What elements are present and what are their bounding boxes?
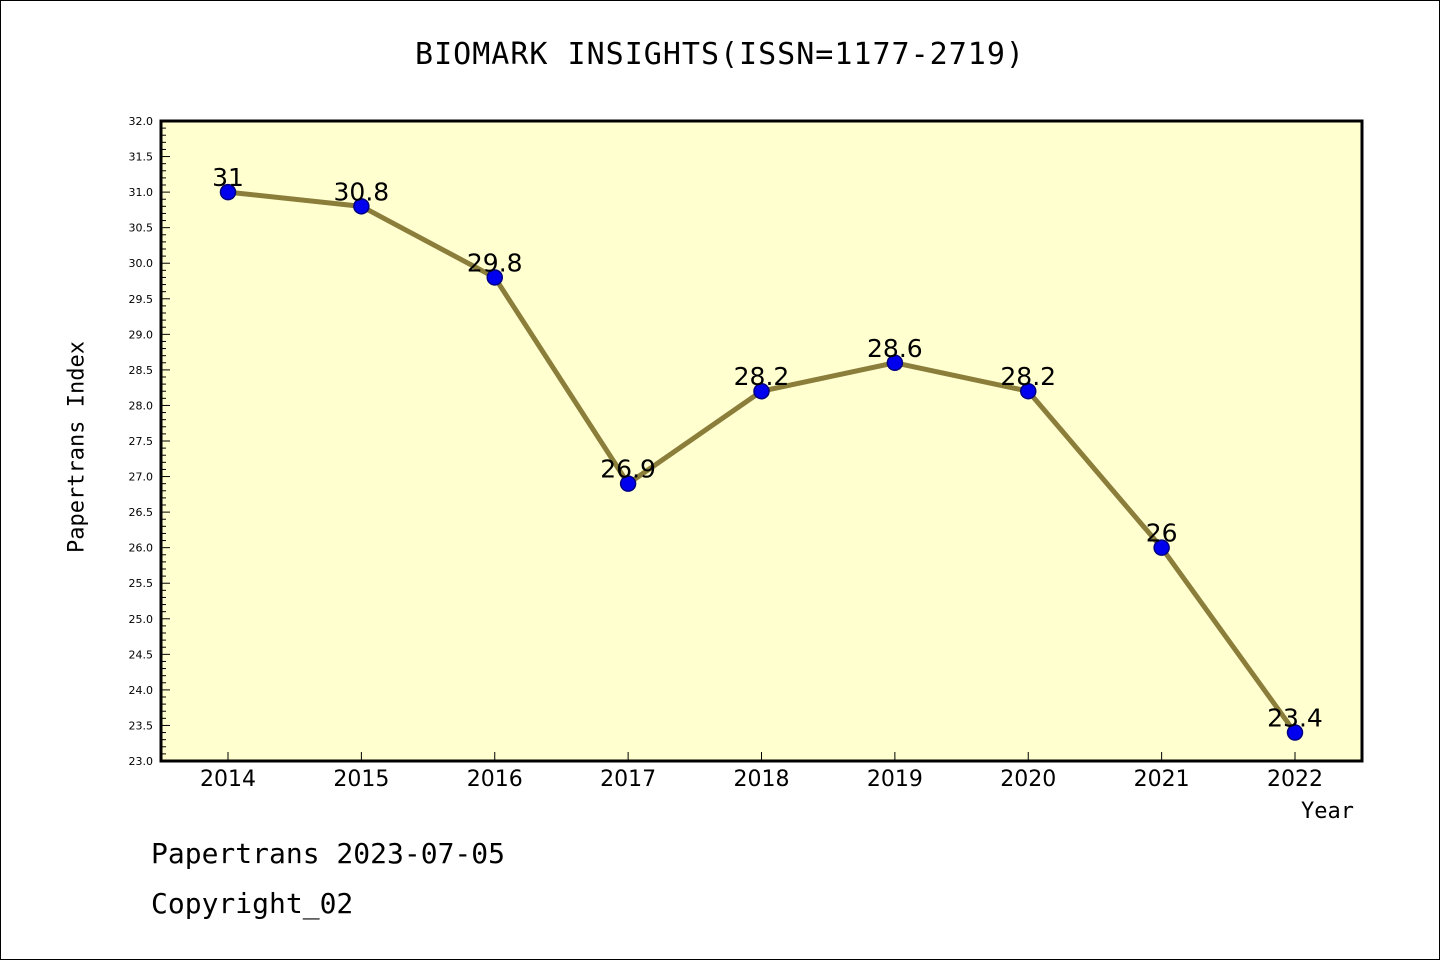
y-tick-label: 31.5 <box>129 151 154 164</box>
x-tick-label: 2018 <box>734 767 790 792</box>
y-tick-label: 26.0 <box>129 542 154 555</box>
footer-date: Papertrans 2023-07-05 <box>151 837 506 870</box>
data-point <box>619 475 637 492</box>
y-axis: 23.0 23.5 24.0 24.5 25.0 25.5 26.0 26.5 27.0 27.5… <box>129 115 170 768</box>
data-labels: 31 30.8 29.8 26.9 28.2 28.6 28.2 26 23.4 <box>212 163 1323 732</box>
data-point <box>1020 382 1037 400</box>
y-tick-label: 26.5 <box>129 506 154 519</box>
data-label: 28.6 <box>867 334 923 363</box>
y-tick-label: 30.5 <box>129 222 154 235</box>
data-label: 26.9 <box>600 455 656 484</box>
y-tick-label: 27.5 <box>129 435 154 448</box>
x-tick-label: 2020 <box>1000 767 1056 792</box>
y-tick-label: 30.0 <box>129 257 154 270</box>
data-point <box>1153 539 1170 556</box>
x-axis-label: Year <box>1301 799 1354 824</box>
y-tick-label: 23.0 <box>129 755 154 768</box>
footer-copyright: Copyright_02 <box>151 887 354 920</box>
data-point <box>886 354 904 372</box>
data-label: 29.8 <box>467 248 523 277</box>
data-point <box>486 269 503 286</box>
data-label: 23.4 <box>1267 704 1323 733</box>
x-tick-label: 2016 <box>467 767 523 792</box>
chart-title: BIOMARK INSIGHTS(ISSN=1177-2719) <box>415 37 1025 72</box>
data-label: 28.2 <box>1000 362 1056 391</box>
x-tick-label: 2019 <box>867 767 923 792</box>
y-tick-label: 32.0 <box>129 115 154 128</box>
data-label: 31 <box>212 163 244 192</box>
y-tick-label: 23.5 <box>129 719 154 732</box>
y-tick-label: 28.0 <box>129 399 154 412</box>
y-tick-label: 27.0 <box>129 471 154 484</box>
x-tick-label: 2017 <box>600 767 656 792</box>
data-point <box>753 382 770 400</box>
y-tick-label: 28.5 <box>129 364 154 377</box>
x-tick-label: 2021 <box>1134 767 1190 792</box>
data-label: 30.8 <box>334 177 390 206</box>
x-tick-label: 2022 <box>1267 767 1323 792</box>
y-tick-label: 25.5 <box>129 577 154 590</box>
data-label: 28.2 <box>734 362 790 391</box>
x-axis: 2014 2015 2016 2017 2018 2019 2020 2021 2022 <box>200 752 1323 792</box>
plot-frame <box>159 119 1364 763</box>
x-tick-label: 2015 <box>333 767 389 792</box>
y-tick-label: 24.5 <box>129 648 154 661</box>
data-label: 26 <box>1146 519 1178 548</box>
y-tick-label: 29.5 <box>129 293 154 306</box>
y-tick-label: 25.0 <box>129 613 154 626</box>
data-point <box>1286 724 1304 741</box>
data-point <box>353 198 370 215</box>
y-tick-label: 24.0 <box>129 684 154 697</box>
data-point <box>219 183 237 201</box>
y-tick-label: 29.0 <box>129 328 154 341</box>
data-points <box>219 183 1304 741</box>
plot-area <box>161 121 1362 761</box>
y-tick-label: 31.0 <box>129 186 154 199</box>
x-tick-label: 2014 <box>200 767 256 792</box>
